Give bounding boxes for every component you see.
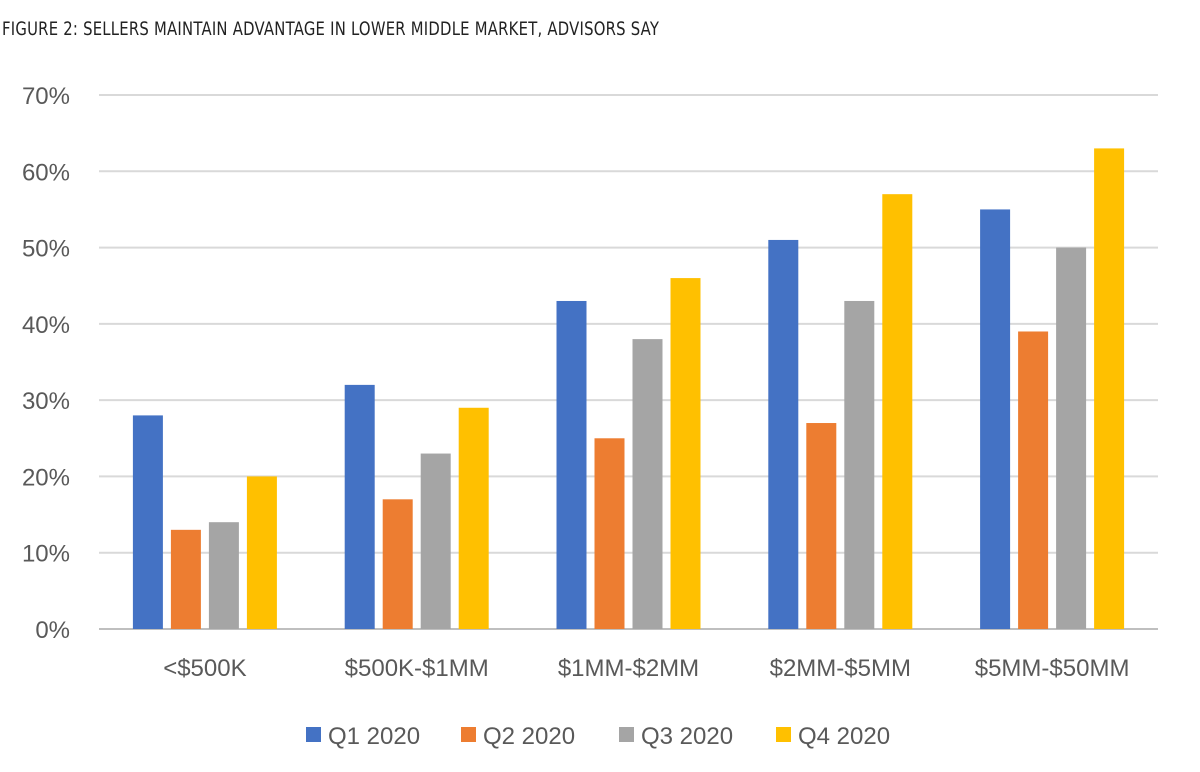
bar-q4-2020 [458,407,489,629]
y-tick-label: 0% [35,617,70,644]
bar-q1-2020 [132,415,163,629]
legend-swatch [461,727,476,742]
bar-q4-2020 [670,278,701,629]
bar-q3-2020 [632,339,663,629]
bar-q2-2020 [594,438,625,629]
bar-q4-2020 [882,194,913,629]
bar-q3-2020 [420,453,451,629]
legend-label: Q1 2020 [328,723,420,750]
bar-q4-2020 [1094,148,1125,629]
bars [132,148,1125,630]
y-axis-ticks: 0% 10% 20% 30% 40% 50% 60% 70% [22,83,70,644]
bar-q1-2020 [768,239,799,629]
bar-q1-2020 [344,384,375,629]
bar-q2-2020 [806,423,837,629]
bar-q3-2020 [1056,247,1087,630]
y-tick-label: 20% [22,464,70,491]
bar-q1-2020 [980,209,1011,629]
bar-q4-2020 [246,476,277,629]
legend: Q1 2020 Q2 2020 Q3 2020 Q4 2020 [306,723,890,750]
x-tick-label: $500K-$1MM [345,655,489,682]
bar-q1-2020 [556,300,587,629]
legend-swatch [776,727,791,742]
y-tick-label: 10% [22,541,70,568]
legend-swatch [306,727,321,742]
bar-q2-2020 [382,499,413,629]
y-tick-label: 50% [22,236,70,263]
legend-swatch [619,727,634,742]
bar-q3-2020 [844,300,875,629]
y-tick-label: 40% [22,312,70,339]
x-axis-ticks: <$500K $500K-$1MM $1MM-$2MM $2MM-$5MM $5MM-$… [163,655,1129,682]
legend-label: Q3 2020 [641,723,733,750]
x-tick-label: $5MM-$50MM [975,655,1130,682]
x-tick-label: $1MM-$2MM [558,655,699,682]
legend-label: Q2 2020 [483,723,575,750]
x-tick-label: <$500K [163,655,246,682]
figure-title: FIGURE 2: SELLERS MAINTAIN ADVANTAGE IN … [2,18,660,40]
y-tick-label: 60% [22,159,70,186]
bar-q3-2020 [208,522,239,629]
legend-label: Q4 2020 [798,723,890,750]
y-tick-label: 70% [22,83,70,110]
x-tick-label: $2MM-$5MM [770,655,911,682]
bar-q2-2020 [1018,331,1049,629]
y-tick-label: 30% [22,388,70,415]
bar-q2-2020 [170,529,201,629]
